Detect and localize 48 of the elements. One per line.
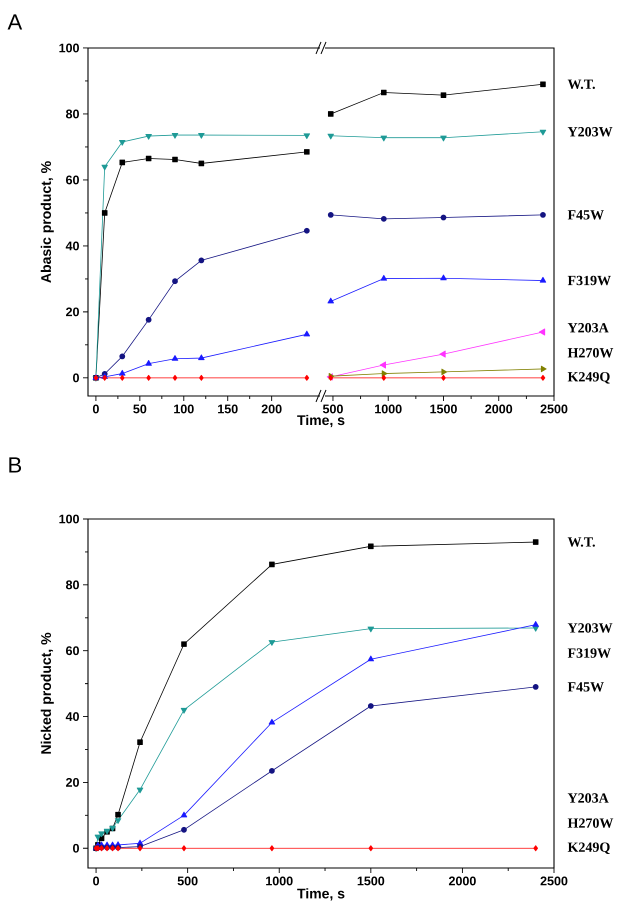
x-axis-title: Time, s: [297, 414, 344, 428]
y-tick-label: 20: [66, 307, 79, 316]
y-tick-label: 0: [73, 373, 79, 382]
series-label: F319W: [568, 276, 611, 286]
y-tick-label: 80: [66, 580, 79, 590]
y-axis-title: Nicked product, %: [40, 632, 54, 754]
text: F319W: [568, 648, 611, 658]
x-tick-label: 50: [133, 404, 146, 414]
text: F45W: [568, 682, 604, 692]
x-tick-label: 1000: [266, 876, 293, 886]
series-label: H270W: [568, 348, 614, 358]
y-tick-label: 40: [66, 712, 79, 721]
y-tick-label: 20: [66, 778, 79, 787]
y-tick-label: 80: [66, 110, 79, 118]
x-tick-label: 150: [218, 404, 238, 414]
x-tick-label: 500: [178, 876, 198, 886]
x-tick-label: 200: [262, 404, 282, 414]
series-label: F45W: [568, 210, 604, 220]
text: W.T.: [568, 537, 595, 547]
y-tick-label: 100: [59, 514, 79, 524]
x-tick-label: 2000: [448, 876, 476, 886]
y-tick-label: 40: [66, 241, 79, 250]
text: Y203W: [568, 623, 612, 633]
y-tick-label: 100: [59, 44, 79, 52]
text: H270W: [568, 818, 614, 828]
series-label: K249Q: [568, 372, 610, 384]
y-tick-label: 0: [73, 844, 79, 853]
x-tick-label: 1500: [430, 404, 457, 414]
series-label: Y203A: [568, 323, 609, 332]
y-axis-title: Abasic product, %: [40, 161, 54, 283]
series-label: Y203W: [568, 127, 612, 137]
chart-title: B: [9, 457, 22, 473]
text: K249Q: [568, 842, 610, 854]
x-axis-title: Time, s: [297, 888, 344, 901]
y-tick-label: 60: [66, 646, 79, 656]
x-tick-label: 1000: [375, 404, 402, 414]
x-tick-label: 2000: [485, 404, 512, 414]
x-tick-label: 2500: [540, 404, 568, 414]
x-tick-label: 2500: [540, 876, 568, 886]
x-tick-label: 500: [322, 404, 343, 414]
series-label: W.T.: [568, 80, 595, 89]
x-tick-label: 1500: [358, 876, 384, 886]
chart-title: A: [8, 14, 22, 30]
x-tick-label: 0: [93, 876, 100, 886]
x-tick-label: 0: [92, 404, 99, 414]
text: Y203A: [568, 793, 609, 803]
x-tick-label: 100: [174, 404, 194, 414]
y-tick-label: 60: [66, 176, 79, 184]
